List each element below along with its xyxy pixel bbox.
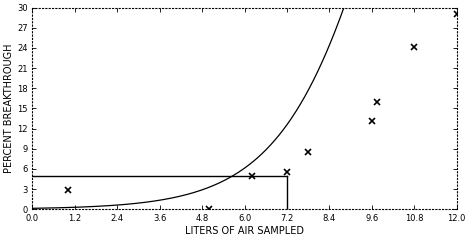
X-axis label: LITERS OF AIR SAMPLED: LITERS OF AIR SAMPLED <box>185 226 304 236</box>
Y-axis label: PERCENT BREAKTHROUGH: PERCENT BREAKTHROUGH <box>4 44 14 173</box>
